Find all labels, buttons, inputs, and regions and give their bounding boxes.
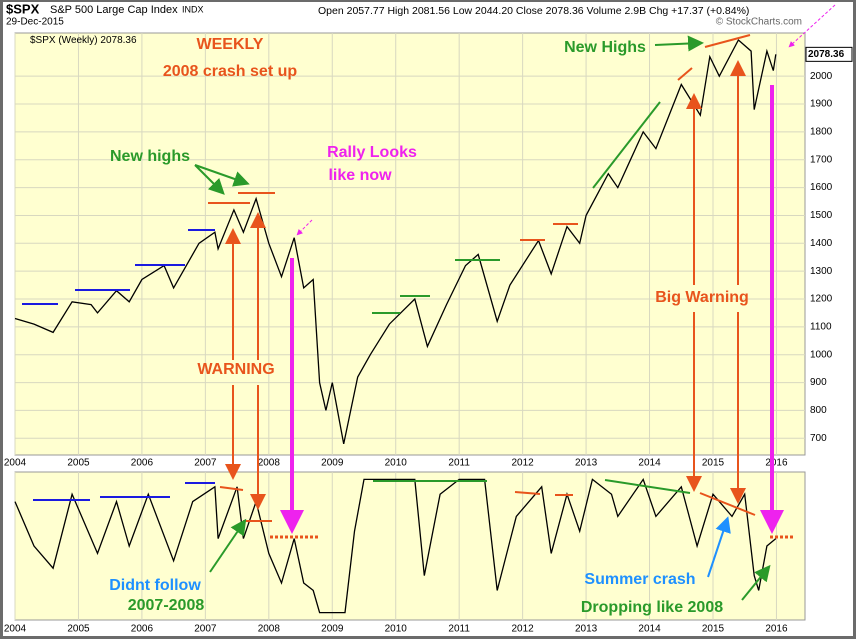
x-tick-label: 2013 [575, 624, 598, 635]
date: 29-Dec-2015 [6, 17, 64, 28]
y-tick-label: 1000 [810, 349, 833, 360]
y-tick-label: 1700 [810, 154, 833, 165]
price-plot [14, 32, 806, 456]
credit: © StockCharts.com [716, 17, 802, 28]
exchange: INDX [182, 4, 204, 14]
x-tick-label: 2007 [194, 458, 217, 469]
last-value-label: 2078.36 [808, 49, 845, 60]
symbol: $SPX [6, 1, 40, 16]
annotation-lines [22, 4, 836, 601]
x-tick-label: 2014 [638, 458, 661, 469]
x-tick-label: 2008 [258, 458, 281, 469]
x-tick-label: 2004 [4, 458, 27, 469]
annotation: New highs [110, 148, 190, 165]
annotation: Summer crash [584, 571, 695, 588]
x-tick-label: 2008 [258, 624, 281, 635]
y-tick-label: 1500 [810, 210, 833, 221]
annotation: WARNING [197, 361, 274, 378]
x-tick-label: 2006 [131, 624, 154, 635]
annotation: Rally Looks [327, 144, 417, 161]
last-value-box [805, 46, 853, 62]
x-tick-label: 2011 [448, 624, 470, 635]
annotation: 2007-2008 [128, 597, 205, 614]
x-tick-label: 2015 [702, 458, 725, 469]
annotation: Didnt follow [109, 577, 201, 594]
index-name: S&P 500 Large Cap Index [50, 4, 178, 16]
annotation: Big Warning [655, 289, 749, 306]
x-tick-label: 2009 [321, 624, 344, 635]
y-tick-label: 1100 [810, 322, 832, 333]
x-tick-label: 2005 [67, 458, 90, 469]
x-tick-label: 2004 [4, 624, 27, 635]
y-tick-label: 1400 [810, 238, 833, 249]
x-tick-label: 2015 [702, 624, 725, 635]
quote: Open 2057.77 High 2081.56 Low 2044.20 Cl… [318, 5, 749, 17]
x-tick-label: 2005 [67, 624, 90, 635]
annotation: like now [328, 167, 392, 184]
y-tick-label: 800 [810, 405, 827, 416]
y-tick-label: 1900 [810, 99, 833, 110]
x-tick-label: 2010 [385, 624, 408, 635]
x-tick-label: 2016 [765, 624, 788, 635]
legend-name: $SPX (Weekly) [30, 35, 98, 46]
x-tick-label: 2006 [131, 458, 154, 469]
y-tick-label: 1800 [810, 127, 833, 138]
x-tick-label: 2007 [194, 624, 217, 635]
annotation: 2008 crash set up [163, 63, 298, 80]
x-tick-label: 2012 [512, 458, 535, 469]
annotation: Dropping like 2008 [581, 599, 723, 616]
y-tick-label: 1600 [810, 182, 833, 193]
series-line [14, 477, 777, 614]
legend-value: 2078.36 [100, 35, 137, 46]
y-tick-label: 1300 [810, 266, 833, 277]
x-tick-label: 2010 [385, 458, 408, 469]
annotation: WEEKLY [197, 36, 264, 53]
x-tick-label: 2016 [765, 458, 788, 469]
y-tick-label: 2000 [810, 71, 833, 82]
legend: $SPX (Weekly) 2078.36 [30, 35, 137, 46]
x-tick-label: 2013 [575, 458, 598, 469]
x-tick-label: 2012 [512, 624, 535, 635]
x-tick-label: 2011 [448, 458, 470, 469]
x-tick-label: 2014 [638, 624, 661, 635]
y-tick-label: 700 [810, 433, 827, 444]
series-line [14, 38, 777, 445]
x-tick-label: 2009 [321, 458, 344, 469]
annotation: New Highs [564, 39, 646, 56]
y-tick-label: 900 [810, 377, 827, 388]
y-tick-label: 1200 [810, 294, 833, 305]
